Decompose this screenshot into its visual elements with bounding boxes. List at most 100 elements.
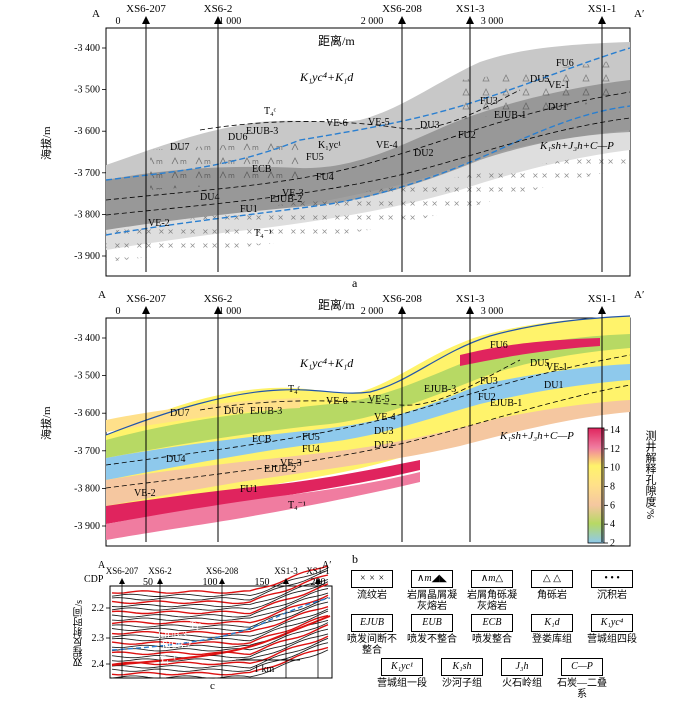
panel-b-unit-label: FU2 — [478, 392, 496, 403]
panel_b-y-tick: -3 800 — [74, 483, 100, 494]
panel-a-unit-label: FU5 — [306, 152, 324, 163]
panel-b-unit-label: T₄⁻¹ — [288, 500, 306, 511]
panel-a-unit-label: DU4 — [200, 192, 219, 203]
panel_a-x-tick: 3 000 — [481, 16, 504, 27]
legend-label: 登娄库组 — [532, 634, 572, 645]
panel-c-seismic — [109, 565, 333, 679]
legend-item: EJUB 喷发间断不整合 — [345, 614, 399, 656]
porosity-colorbar — [587, 427, 605, 544]
legend-item: ∧m◢◣ 岩屑晶屑凝灰熔岩 — [405, 570, 459, 612]
panel-b-unit-label: FU6 — [490, 340, 508, 351]
panel_b-y-tick: -3 400 — [74, 333, 100, 344]
colorbar-tick: 2 — [610, 538, 615, 549]
panel-c-cdp-tick: 150 — [255, 577, 270, 588]
panel-a-unit-label: FU3 — [480, 96, 498, 107]
panel-b-unit-label: DU2 — [374, 440, 393, 451]
seismic-reflector-red — [111, 615, 331, 666]
panel_b-well-arrow-icon — [142, 306, 150, 314]
legend: × × × 流纹岩 ∧m◢◣ 岩屑晶屑凝灰熔岩 ∧m△ 岩屑角砾凝灰熔岩 △ △ 角砾岩 • •… — [345, 570, 690, 700]
panel_b-well-arrow-icon — [398, 306, 406, 314]
panel-b-unit-label: FU3 — [480, 376, 498, 387]
panel-a-unit-label: FU6 — [556, 58, 574, 69]
legend-label: 岩屑角砾凝灰熔岩 — [467, 590, 517, 612]
panel-c-well-arrow-icon — [219, 578, 225, 584]
panel_a-x-tick: 1 000 — [219, 16, 242, 27]
legend-label: 喷发间断不整合 — [347, 634, 397, 656]
panel-a-unit-label: FU2 — [458, 130, 476, 141]
panel_b-well-arrow-icon — [598, 306, 606, 314]
colorbar-tick: 8 — [610, 482, 615, 493]
legend-item: K₁yc⁴ 营城组四段 — [585, 614, 639, 645]
seismic-reflector — [111, 635, 329, 666]
colorbar-tick: 10 — [610, 463, 620, 474]
panel-c-y-tick: 2.4 — [92, 659, 105, 670]
panel-a-unit-label: DU7 — [170, 142, 189, 153]
legend-item: • • • 沉积岩 — [585, 570, 639, 601]
legend-symbol-EUB: EUB — [411, 614, 453, 632]
panel-b-unit-label: ECB — [252, 434, 272, 445]
panel-c-well-label: XS6-208 — [206, 566, 239, 576]
panel-b-unit-label: DU6 — [224, 406, 243, 417]
legend-symbol-breccia: △ △ — [531, 570, 573, 588]
legend-symbol-rhyolite: × × × — [351, 570, 393, 588]
legend-symbol-K₁d: K₁d — [531, 614, 573, 632]
panel-b-unit-label: DU7 — [170, 408, 189, 419]
panel-c-y-tick: 2.2 — [92, 603, 105, 614]
seismic-reflector — [111, 569, 329, 601]
legend-label: 流纹岩 — [357, 590, 387, 601]
seismic-reflector — [111, 622, 329, 652]
panel-c-well-label: XS1-1 — [306, 566, 330, 576]
panel-a-unit-label: VE-1 — [548, 80, 570, 91]
seismic-reflector — [111, 642, 329, 672]
panel-b-unit-label: EJUB-1 — [490, 398, 522, 409]
panel-c-well-label: XS6-207 — [106, 566, 139, 576]
panel_b-well-label: XS6-2 — [204, 293, 233, 305]
panel_b-x-tick: 0 — [116, 306, 121, 317]
panel-c-cdp-tick: 100 — [203, 577, 218, 588]
panel-a-unit-label: DU1 — [548, 102, 567, 113]
seismic-reflector — [111, 597, 329, 628]
panel_b-well-arrow-icon — [214, 306, 222, 314]
seismic-reflector — [111, 646, 329, 676]
panel-c-well-label: XS1-3 — [274, 566, 298, 576]
panel_a-x-tick: 2 000 — [361, 16, 384, 27]
panel-b-corner-right: A′ — [634, 289, 644, 301]
legend-symbol-C—P: C—P — [561, 658, 603, 676]
legend-item: △ △ 角砾岩 — [525, 570, 579, 601]
panel_b-x-tick: 2 000 — [361, 306, 384, 317]
panel-a-unit-label: T₄⁻¹ — [254, 228, 272, 239]
panel-b-unit-label: EJUB-3 — [424, 384, 456, 395]
panel_b-well-arrow-icon — [466, 306, 474, 314]
seismic-reflector — [111, 574, 329, 605]
panel_b-x-tick: 3 000 — [481, 306, 504, 317]
colorbar-tick: 6 — [610, 500, 615, 511]
panel-b — [105, 315, 631, 547]
panel_a-y-tick: -3 500 — [74, 85, 100, 96]
panel_a-well-arrow-icon — [466, 16, 474, 24]
panel-b-unit-label: DU5 — [530, 358, 549, 369]
panel-a-unit-label: VE-3 — [282, 188, 304, 199]
panel-a-unit-label: VE-4 — [376, 140, 398, 151]
seismic-reflector — [111, 588, 329, 618]
legend-label: 角砾岩 — [537, 590, 567, 601]
panel-b-unit-label: EJUB-2 — [264, 464, 296, 475]
panel-c-label: EJUB-3 — [158, 630, 187, 640]
legend-label: 营城组一段 — [377, 678, 427, 689]
legend-symbol-tuff-lava: ∧m◢◣ — [411, 570, 453, 588]
seismic-reflector — [111, 567, 329, 598]
panel-b-unit-label: VE-3 — [280, 458, 302, 469]
legend-symbol-breccia-tuff-lava: ∧m△ — [471, 570, 513, 588]
panel-b-unit-label: VE-6 — [326, 396, 348, 407]
panel_a-well-label: XS1-1 — [588, 3, 617, 15]
legend-label: 沙河子组 — [442, 678, 482, 689]
colorbar-tick: 4 — [610, 519, 615, 530]
panel_a-well-arrow-icon — [598, 16, 606, 24]
panel_a-y-tick: -3 400 — [74, 43, 100, 54]
legend-symbol-ECB: ECB — [471, 614, 513, 632]
panel-a-unit-label: VE-2 — [148, 218, 170, 229]
legend-label: 火石岭组 — [502, 678, 542, 689]
colorbar-tick: 14 — [610, 425, 620, 436]
panel_a-y-tick: -3 900 — [74, 251, 100, 262]
panel_b-well-label: XS6-207 — [126, 293, 166, 305]
legend-symbol-EJUB: EJUB — [351, 614, 393, 632]
